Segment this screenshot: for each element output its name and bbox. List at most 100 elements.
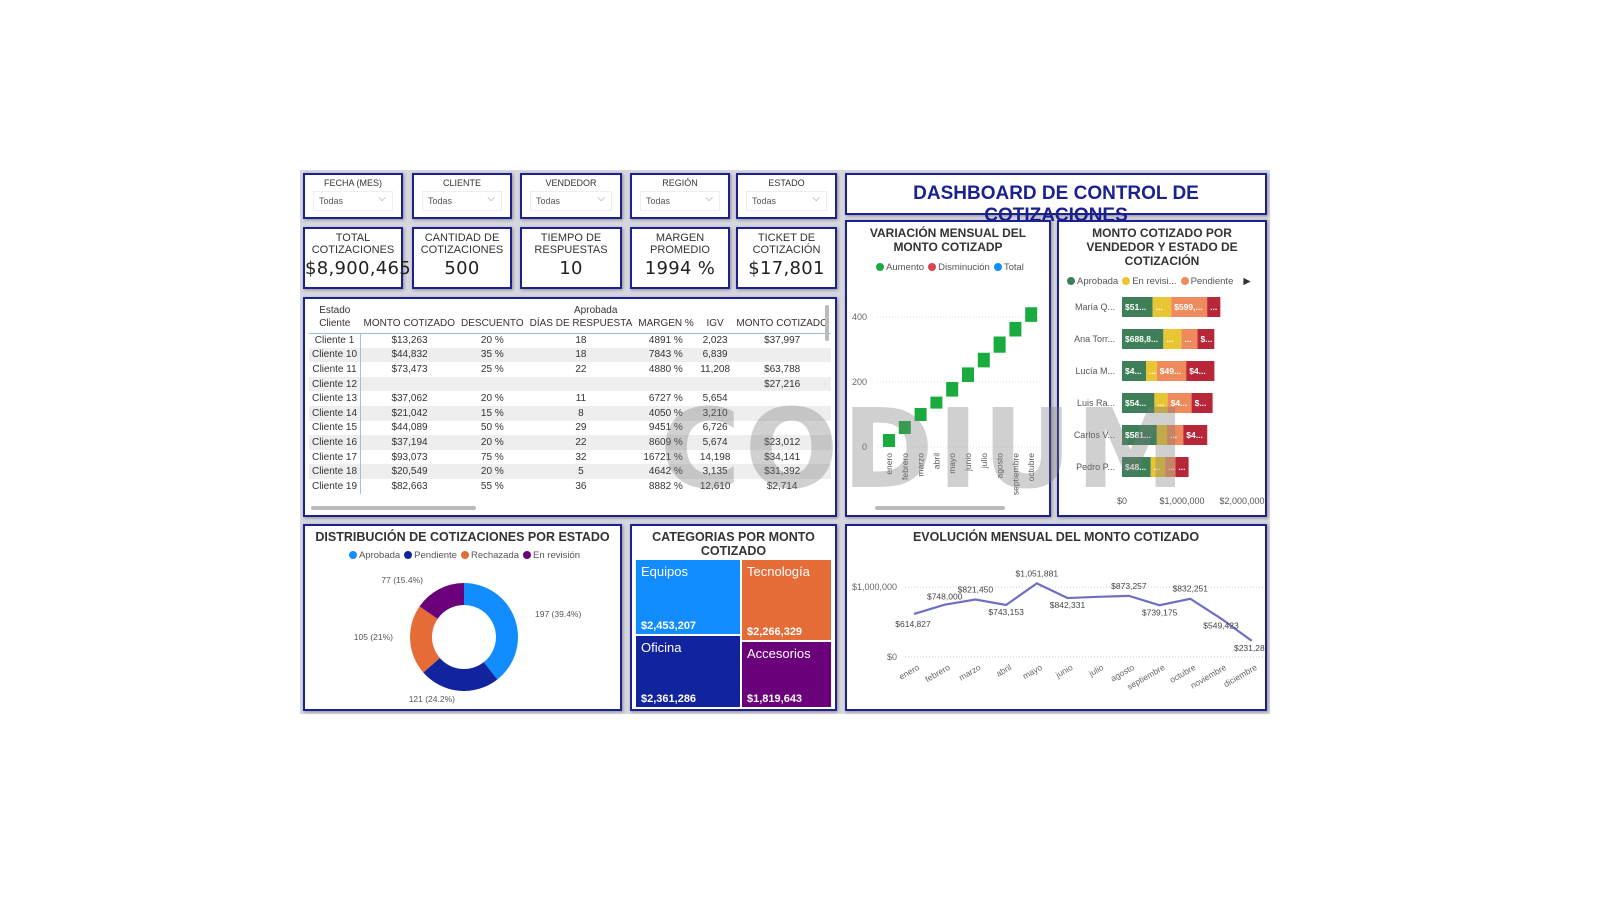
column-header[interactable]: DESCUENTO bbox=[458, 317, 527, 334]
legend-item[interactable]: Rechazada bbox=[457, 550, 519, 561]
kpi-value: 500 bbox=[444, 258, 480, 279]
data-label: ... bbox=[1156, 302, 1163, 312]
waterfall-bar bbox=[946, 382, 959, 397]
value-cell: $34,141 bbox=[764, 451, 801, 463]
table-row[interactable]: Cliente 10 $44,832 35 % 18 7843 % 6,839 bbox=[309, 347, 831, 363]
table-row[interactable]: Cliente 1 $13,263 20 % 18 4891 % 2,023 $37,997 bbox=[309, 333, 831, 348]
column-header[interactable]: MONTO COTIZADO bbox=[733, 317, 831, 334]
bar-segment bbox=[1156, 361, 1187, 381]
bar-segment bbox=[1167, 425, 1184, 445]
table-row[interactable]: Cliente 19 $82,663 55 % 36 8882 % 12,610 $2,71… bbox=[309, 479, 831, 494]
value-cell bbox=[635, 377, 697, 392]
bar-segment bbox=[1191, 393, 1213, 413]
slice-label: 77 (15.4%) bbox=[381, 575, 423, 585]
table-row[interactable]: Cliente 18 $20,549 20 % 5 4642 % 3,135 $31,392 bbox=[309, 464, 831, 480]
bar-segment bbox=[1122, 361, 1146, 381]
filter-dropdown[interactable]: Todas ⌵ bbox=[422, 191, 502, 211]
column-header[interactable]: MONTO COTIZADO bbox=[360, 317, 459, 334]
legend-item[interactable]: Aprobada bbox=[345, 550, 400, 561]
table-row[interactable]: Cliente 12 $27,216 bbox=[309, 376, 831, 392]
legend-item[interactable]: Pendiente bbox=[1177, 276, 1233, 287]
data-label: $688,8... bbox=[1125, 334, 1158, 344]
legend-item[interactable]: Aprobada bbox=[1063, 276, 1118, 287]
column-header[interactable]: IGV bbox=[696, 317, 734, 334]
column-header[interactable]: DÍAS DE RESPUESTA bbox=[526, 317, 636, 334]
waterfall-title: VARIACIÓN MENSUAL DEL MONTO COTIZADP bbox=[869, 226, 1027, 254]
bar-segment bbox=[1150, 457, 1166, 477]
table-row[interactable]: Cliente 15 $44,089 50 % 29 9451 % 6,726 bbox=[309, 420, 831, 436]
value-cell bbox=[458, 377, 527, 392]
chevron-down-icon: ⌵ bbox=[705, 193, 713, 204]
kpi-value: 10 bbox=[559, 258, 583, 279]
x-tick-label: febrero bbox=[900, 453, 910, 480]
bar-segment bbox=[1156, 425, 1168, 445]
data-label: $1,051,881 bbox=[1016, 568, 1059, 578]
filter-2: VENDEDOR Todas ⌵ bbox=[520, 173, 622, 219]
legend-item[interactable]: Total bbox=[990, 262, 1024, 273]
value-cell: 11,208 bbox=[700, 364, 731, 376]
treemap-tile[interactable]: Equipos $2,453,207 bbox=[636, 560, 740, 634]
column-header[interactable]: MARGEN % bbox=[635, 317, 697, 334]
x-tick-label: junio bbox=[1053, 662, 1075, 680]
data-label: $4... bbox=[1125, 366, 1142, 376]
value-cell: $93,073 bbox=[391, 451, 428, 463]
table-row[interactable]: Cliente 13 $37,062 20 % 11 6727 % 5,654 bbox=[309, 391, 831, 407]
treemap-tile[interactable]: Tecnología $2,266,329 bbox=[742, 560, 831, 640]
filter-dropdown[interactable]: Todas ⌵ bbox=[313, 191, 393, 211]
data-label: $4... bbox=[1189, 366, 1206, 376]
table-row[interactable]: Cliente 14 $21,042 15 % 8 4050 % 3,210 bbox=[309, 406, 831, 421]
waterfall-chart: 0 200 400 enero febrero marzo abril mayo junio ju… bbox=[852, 307, 1042, 495]
table-row[interactable]: Cliente 11 $73,473 25 % 22 4880 % 11,208 $63,7… bbox=[309, 362, 831, 377]
horizontal-scrollbar[interactable] bbox=[875, 506, 1005, 510]
table-row[interactable]: Cliente 17 $93,073 75 % 32 16721 % 14,198 $34,… bbox=[309, 449, 831, 465]
data-label: $49... bbox=[1160, 366, 1181, 376]
filter-label: FECHA (MES) bbox=[323, 178, 382, 188]
filter-4: ESTADO Todas ⌵ bbox=[736, 173, 837, 219]
value-cell: 20 % bbox=[480, 393, 504, 405]
dropdown-value: Todas bbox=[536, 196, 561, 206]
horizontal-scrollbar[interactable] bbox=[311, 506, 476, 510]
x-tick-label: septiembre bbox=[1010, 453, 1020, 495]
data-label: $743,153 bbox=[988, 607, 1024, 617]
legend-item[interactable]: Pendiente bbox=[400, 550, 457, 561]
legend-item[interactable]: Disminución bbox=[924, 262, 990, 273]
legend-item[interactable]: En revisión bbox=[519, 550, 580, 561]
y-category-label: Carlos V... bbox=[1074, 430, 1115, 440]
filter-label: ESTADO bbox=[768, 178, 805, 188]
x-tick-label: marzo bbox=[957, 662, 983, 683]
legend-label: Aprobada bbox=[358, 550, 401, 561]
value-cell: 4050 % bbox=[648, 407, 683, 419]
value-cell: 6,726 bbox=[702, 422, 728, 434]
legend-item[interactable]: Aumento bbox=[872, 262, 924, 273]
waterfall-bar bbox=[914, 408, 927, 421]
data-label: $873,257 bbox=[1111, 581, 1147, 591]
legend-next-arrow-icon[interactable]: ▶ bbox=[1243, 276, 1251, 287]
vertical-scrollbar[interactable] bbox=[825, 305, 829, 341]
treemap-tile[interactable]: Oficina $2,361,286 bbox=[636, 636, 740, 707]
tile-name: Oficina bbox=[641, 640, 682, 655]
legend-label: En revisión bbox=[533, 550, 581, 561]
x-tick-label: enero bbox=[897, 662, 921, 682]
dropdown-value: Todas bbox=[752, 196, 777, 206]
dropdown-value: Todas bbox=[646, 196, 671, 206]
kpi-value: $17,801 bbox=[748, 258, 825, 279]
value-cell: $13,263 bbox=[391, 335, 428, 347]
value-cell: 3,210 bbox=[702, 407, 728, 419]
value-cell: $37,062 bbox=[391, 393, 428, 405]
treemap-tile[interactable]: Accesorios $1,819,643 bbox=[742, 642, 831, 707]
y-category-label: Lucía M... bbox=[1075, 366, 1115, 376]
bar-segment bbox=[1146, 361, 1157, 381]
x-tick-label: $0 bbox=[1117, 496, 1127, 506]
value-cell: $44,089 bbox=[391, 422, 428, 434]
filter-dropdown[interactable]: Todas ⌵ bbox=[640, 191, 720, 211]
bar-segment bbox=[1186, 361, 1215, 381]
filter-dropdown[interactable]: Todas ⌵ bbox=[530, 191, 612, 211]
filter-dropdown[interactable]: Todas ⌵ bbox=[746, 191, 827, 211]
data-label: ... bbox=[1168, 462, 1175, 472]
kpi-label: MARGEN PROMEDIO bbox=[650, 232, 710, 256]
legend-item[interactable]: En revisi... bbox=[1118, 276, 1177, 287]
tile-value: $2,266,329 bbox=[747, 626, 803, 638]
table-row[interactable]: Cliente 16 $37,194 20 % 22 8609 % 5,674 $23,01… bbox=[309, 435, 831, 450]
filter-1: CLIENTE Todas ⌵ bbox=[412, 173, 512, 219]
x-tick-label: marzo bbox=[916, 453, 926, 477]
